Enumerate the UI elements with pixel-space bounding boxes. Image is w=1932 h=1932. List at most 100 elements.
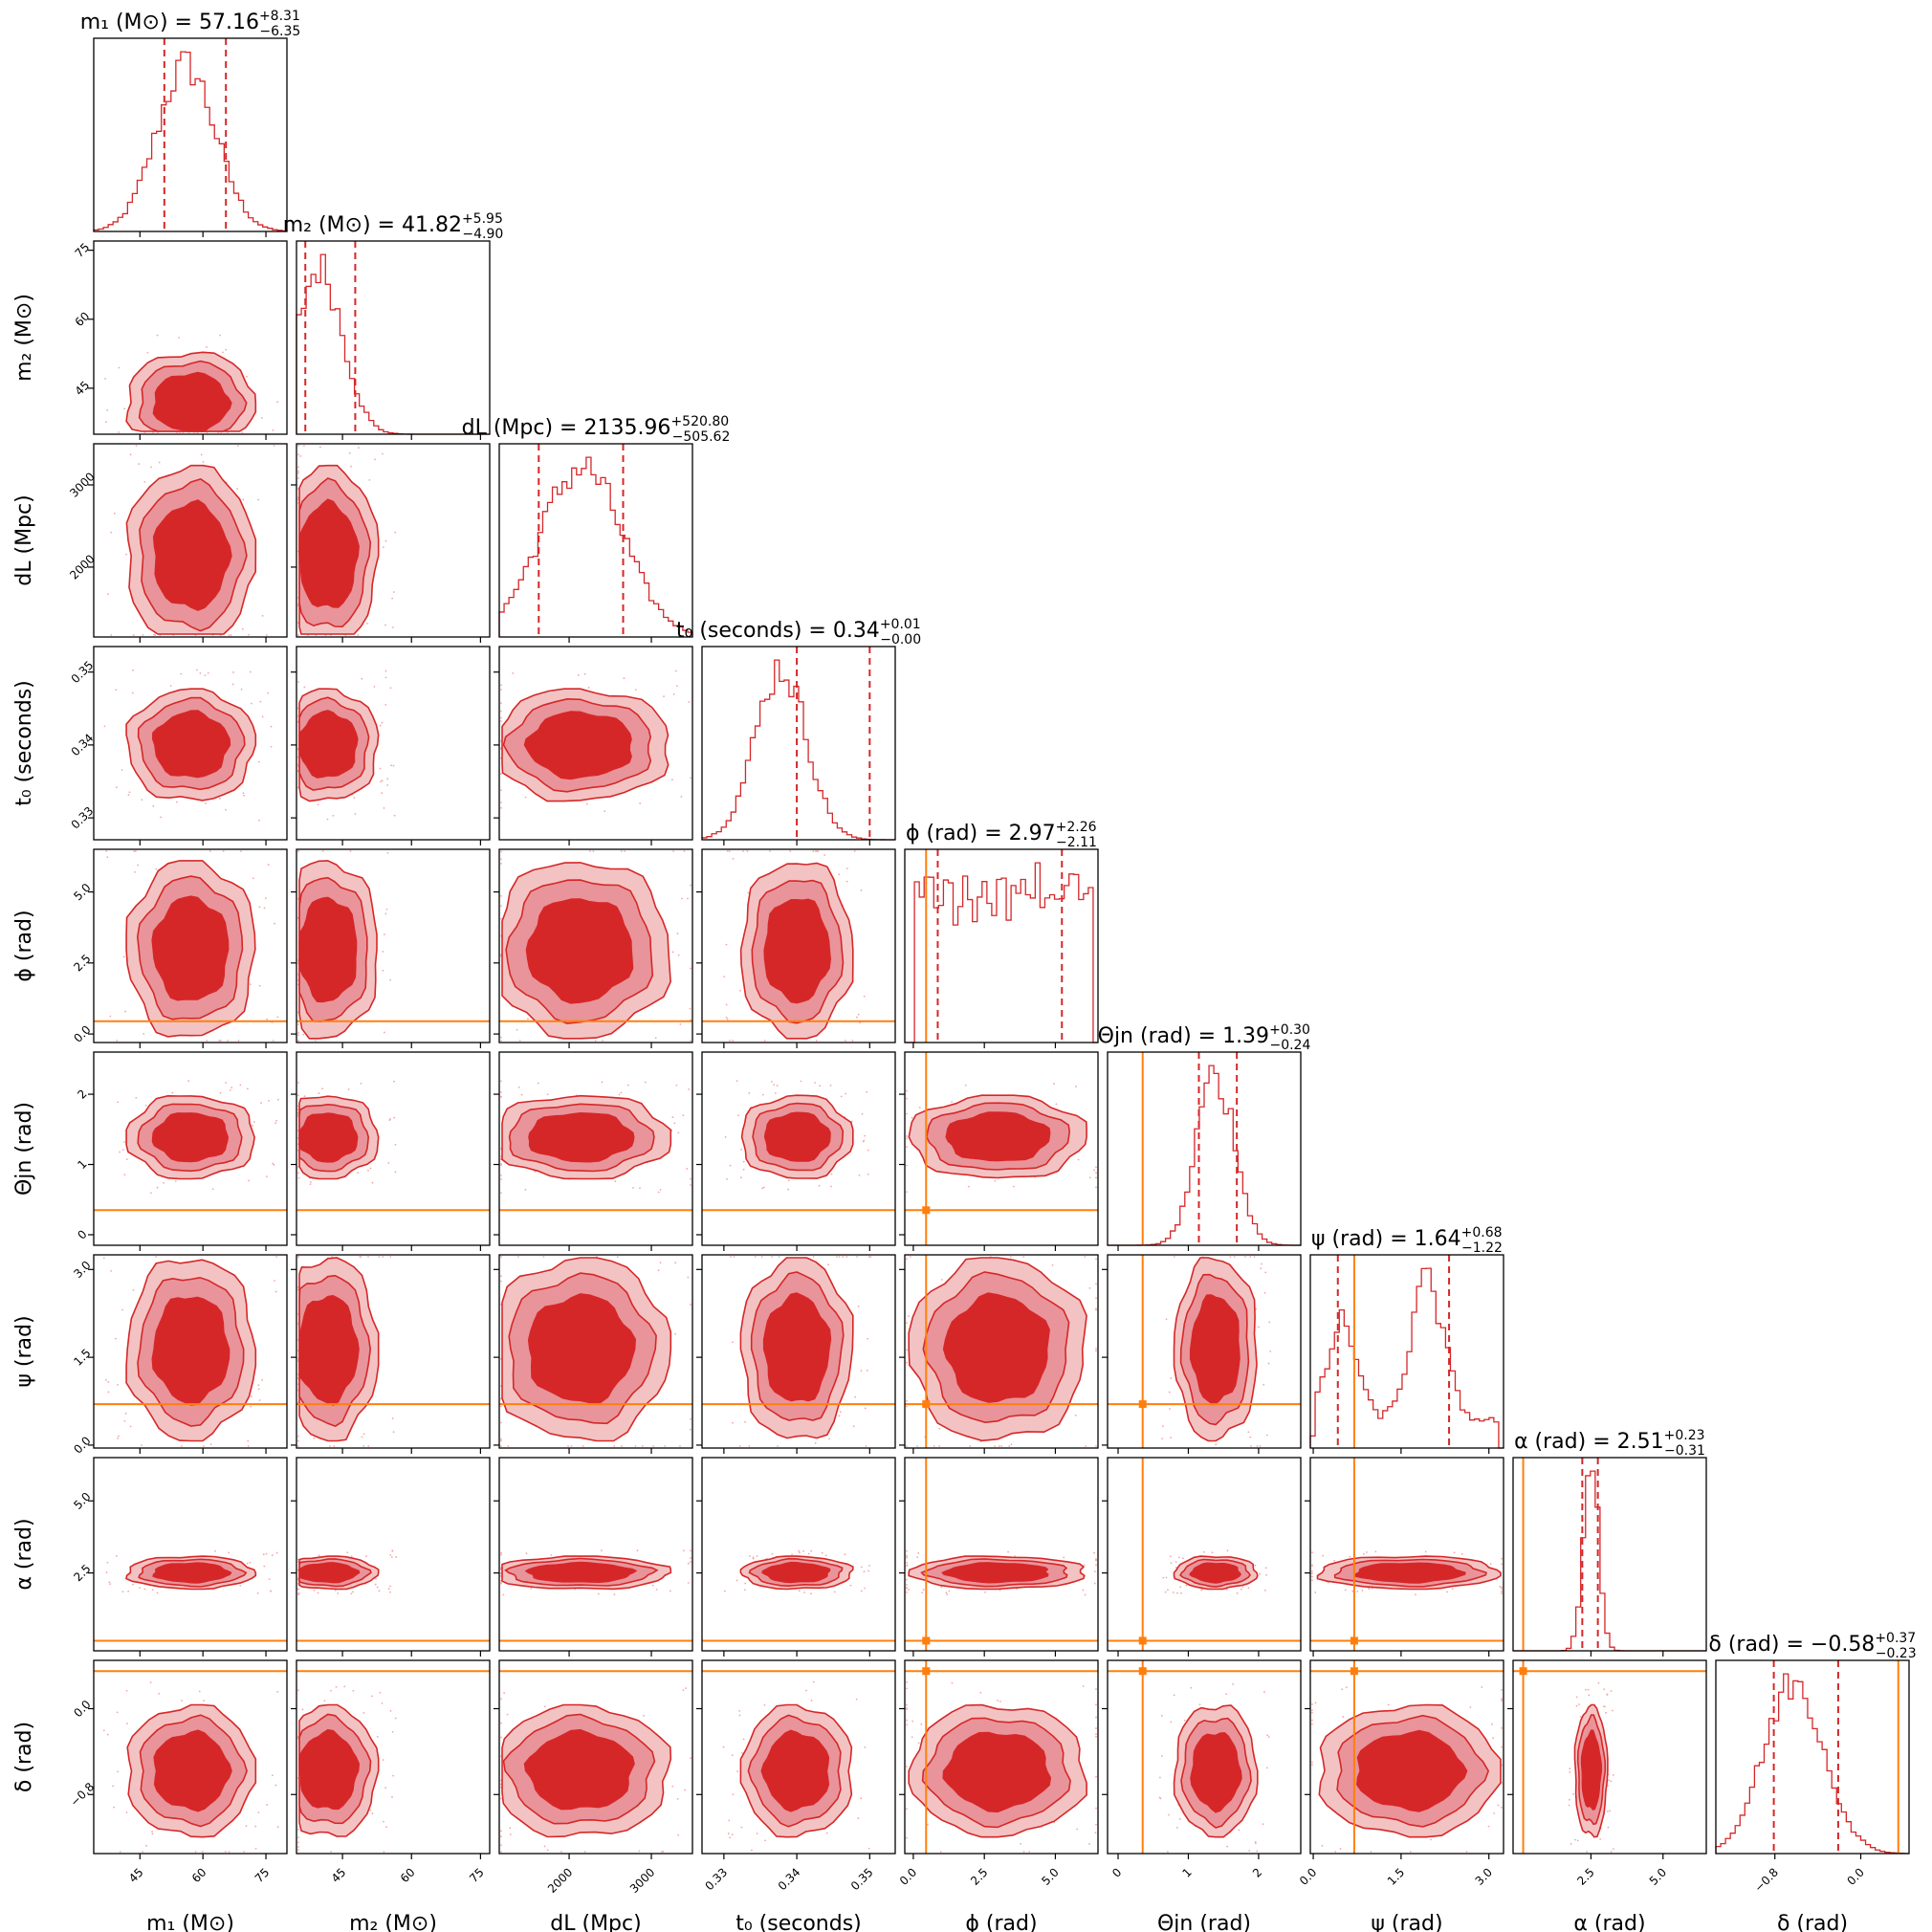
sample-point: [672, 850, 674, 852]
sample-point: [1165, 1318, 1168, 1321]
sample-point: [669, 1590, 671, 1592]
sample-point: [671, 1116, 674, 1118]
contour-panel-m2-theta: [291, 1051, 491, 1251]
sample-point: [330, 1851, 332, 1853]
sample-point: [682, 1114, 685, 1117]
sample-point: [265, 634, 268, 636]
sample-point: [969, 1445, 972, 1447]
sample-point: [124, 1010, 126, 1013]
injection-marker: [922, 1400, 931, 1409]
sample-point: [169, 685, 172, 687]
sample-point: [833, 1591, 836, 1593]
sample-point: [246, 375, 248, 378]
sample-point: [297, 477, 299, 479]
sample-point: [517, 1086, 520, 1088]
sample-point: [672, 693, 675, 695]
x-tick-label: 5.0: [1039, 1865, 1061, 1887]
sample-point: [389, 978, 391, 981]
sample-point: [906, 1556, 908, 1559]
sample-point: [297, 1445, 299, 1447]
sample-point: [122, 955, 125, 958]
contour-panel-dL-t0: [494, 646, 693, 845]
sample-point: [754, 1256, 757, 1258]
sample-point: [1095, 1688, 1097, 1691]
panel-title: m₁ (M⊙) = 57.16+8.31 −6.35: [80, 9, 301, 39]
sample-point: [229, 1089, 231, 1091]
sample-point: [999, 1589, 1001, 1592]
sample-point: [1241, 1586, 1244, 1589]
sample-point: [1013, 1185, 1015, 1188]
panel-frame: [1107, 1659, 1302, 1855]
sample-point: [998, 1445, 1000, 1447]
sample-point: [634, 689, 637, 692]
sample-point: [866, 1090, 868, 1093]
sample-point: [1165, 1576, 1168, 1579]
sample-point: [256, 1592, 259, 1594]
sample-point: [251, 702, 252, 705]
histogram-step-psi: [1309, 1267, 1504, 1449]
sample-point: [261, 715, 264, 718]
contour-panel-m2-dL: [291, 443, 491, 643]
contour-level: [760, 1729, 830, 1812]
x-tick-label: 3000: [627, 1865, 657, 1895]
sample-point: [1322, 1554, 1325, 1557]
sample-point: [1493, 1812, 1496, 1814]
sample-point: [274, 1122, 277, 1125]
sample-point: [1095, 1283, 1097, 1285]
sample-point: [690, 1177, 692, 1180]
sample-point: [194, 1851, 197, 1853]
sample-point: [117, 1101, 120, 1104]
sample-point: [506, 1713, 509, 1716]
sample-point: [102, 1729, 105, 1732]
sample-point: [247, 1445, 250, 1447]
contour-panel-m1-phi: 0.0 2.5 5.0: [71, 848, 288, 1048]
sample-point: [500, 863, 502, 865]
sample-point: [118, 1435, 120, 1438]
panel-frame: [296, 848, 491, 1043]
sample-point: [359, 1256, 362, 1258]
sample-point: [1501, 1726, 1503, 1729]
sample-point: [735, 1579, 738, 1582]
err-plus: +2.26: [1056, 820, 1097, 835]
sample-point: [1095, 1823, 1097, 1826]
sample-point: [383, 1851, 385, 1853]
sample-point: [803, 1592, 805, 1593]
sample-point: [236, 445, 239, 447]
sample-point: [601, 1081, 604, 1084]
sample-point: [1232, 1682, 1234, 1685]
sample-point: [906, 1146, 908, 1149]
sample-point: [348, 451, 351, 454]
sample-point: [365, 1555, 367, 1557]
sample-point: [382, 1759, 384, 1761]
sample-point: [906, 1680, 908, 1683]
sample-point: [855, 1698, 858, 1701]
panel-frame: [498, 1051, 693, 1246]
sample-point: [297, 1094, 299, 1097]
sample-point: [258, 819, 260, 822]
sample-point: [303, 445, 305, 447]
sample-point: [1453, 1551, 1456, 1554]
sample-point: [725, 943, 728, 946]
sample-point: [141, 1444, 143, 1447]
sample-point: [632, 1187, 634, 1189]
sample-point: [815, 1040, 818, 1042]
sample-point: [1415, 1593, 1416, 1596]
sample-point: [109, 1583, 111, 1586]
sample-point: [1606, 1693, 1609, 1696]
err-plus: +0.30: [1269, 1022, 1310, 1038]
sample-point: [752, 1556, 755, 1559]
y-axis-label-phi: ϕ (rad): [12, 910, 36, 981]
sample-point: [1599, 1838, 1602, 1840]
sample-point: [867, 1256, 870, 1258]
sample-point: [117, 1383, 120, 1386]
sample-point: [297, 1439, 299, 1442]
sample-point: [854, 1395, 857, 1398]
sample-point: [274, 1290, 277, 1293]
sample-point: [384, 912, 387, 915]
sample-point: [125, 1811, 128, 1813]
sample-point: [263, 1565, 266, 1568]
sample-point: [906, 1555, 908, 1557]
sample-point: [260, 1102, 262, 1104]
sample-point: [150, 1192, 152, 1195]
sample-point: [500, 1280, 502, 1283]
